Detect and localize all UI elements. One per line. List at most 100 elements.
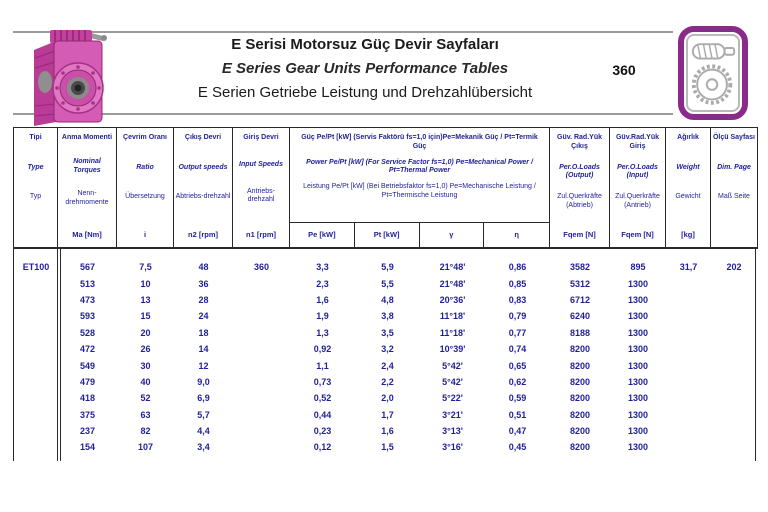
table-cell: 567 [79, 262, 96, 273]
table-cell: 8200 [569, 393, 591, 404]
table-cell: 1,5 [381, 442, 394, 453]
table-cell: 1300 [627, 311, 649, 322]
table-cell: 8200 [569, 360, 591, 371]
table-cell: 479 [79, 376, 96, 387]
table-cell: 48 [198, 262, 209, 273]
title-turkish: E Serisi Motorsuz Güç Devir Sayfaları [231, 36, 499, 53]
table-cell: 7,5 [139, 262, 152, 273]
table-cell: 418 [79, 393, 96, 404]
table-cell: 593 [79, 311, 96, 322]
table-cell: 0,74 [508, 344, 527, 355]
table-cell: 0,83 [508, 294, 527, 305]
title-english: E Series Gear Units Performance Tables [221, 60, 509, 77]
header-top-rule [13, 31, 673, 33]
table-cell: 1300 [627, 442, 649, 453]
table-cell: 513 [79, 278, 96, 289]
table-cell: 21°48' [439, 278, 466, 289]
table-cell: 1300 [627, 409, 649, 420]
table-cell: 5,7 [197, 409, 210, 420]
table-cell: 20 [140, 327, 151, 338]
table-cell: 473 [79, 294, 96, 305]
column-divider [57, 249, 58, 461]
table-cell: 10°39' [439, 344, 466, 355]
table-cell: 6,9 [197, 393, 210, 404]
table-cell: 1,9 [316, 311, 329, 322]
table-cell: 0,92 [313, 344, 332, 355]
table-cell: 0,59 [508, 393, 527, 404]
column-divider [755, 249, 756, 461]
table-cell: 40 [140, 376, 151, 387]
table-cell: 0,12 [313, 442, 332, 453]
table-cell: 28 [198, 294, 209, 305]
column-divider [13, 249, 14, 461]
table-cell: 360 [253, 262, 270, 273]
table-cell: 1300 [627, 360, 649, 371]
table-cell: 20°36' [439, 294, 466, 305]
table-cell: 0,62 [508, 376, 527, 387]
header-cell-ratio: Çevrim Oranı Ratio Übersetzung i [117, 128, 174, 247]
header-cell-dimension-page: Ölçü Sayfası Dim. Page Maß Seite [712, 134, 756, 201]
table-cell: 107 [137, 442, 154, 453]
table-cell: 0,85 [508, 278, 527, 289]
table-cell: 10 [140, 278, 151, 289]
worm-gear-icon [686, 34, 740, 112]
header-bottom-rule [13, 113, 673, 115]
table-cell: 375 [79, 409, 96, 420]
table-cell: 6712 [569, 294, 591, 305]
table-cell: 1300 [627, 344, 649, 355]
table-cell: 1,1 [316, 360, 329, 371]
table-cell: 895 [630, 262, 646, 273]
table-cell: 0,73 [313, 376, 332, 387]
header-cell-power-group: Güç Pe/Pt [kW] (Servis Faktörü fs=1,0 iç… [290, 128, 550, 247]
table-cell: 31,7 [679, 262, 698, 273]
table-cell: 1300 [627, 376, 649, 387]
table-cell: 549 [79, 360, 96, 371]
table-cell: 8200 [569, 426, 591, 437]
table-cell: 3,5 [381, 327, 394, 338]
column-divider [60, 249, 61, 461]
title-block: E Serisi Motorsuz Güç Devir Sayfaları E … [172, 36, 558, 101]
table-cell: 0,44 [313, 409, 332, 420]
table-cell: 0,45 [508, 442, 527, 453]
table-cell: 0,86 [508, 262, 527, 273]
table-cell: 63 [140, 409, 151, 420]
table-cell: 0,52 [313, 393, 332, 404]
table-cell: 3,2 [381, 344, 394, 355]
header-cell-output-speed: Çıkış Devri Output speeds Abtriebs-drehz… [174, 128, 233, 247]
header-cell-weight: Ağırlık Weight Gewicht [kg] [666, 128, 711, 247]
table-cell: 2,3 [316, 278, 329, 289]
table-cell: 3°21' [442, 409, 463, 420]
table-cell: 18 [198, 327, 209, 338]
table-cell: 12 [198, 360, 209, 371]
table-cell: 0,23 [313, 426, 332, 437]
subheader-pt: Pt [kW] [355, 223, 420, 247]
table-cell: 1300 [627, 278, 649, 289]
table-cell: 1,6 [381, 426, 394, 437]
subheader-eta: η [514, 230, 519, 240]
table-cell: 15 [140, 311, 151, 322]
table-cell: 1,7 [381, 409, 394, 420]
subheader-pe: Pe [kW] [290, 223, 355, 247]
table-cell: 5°22' [442, 393, 463, 404]
performance-table: Tipi Type Typ Anma Momenti Nominal Torqu… [13, 127, 758, 466]
power-subheader-row: Pe [kW] Pt [kW] γ η [290, 222, 549, 247]
table-body: ET100 567 7,5 48 360 3,3 5,9 21°48' 0,86 3582 895 3… [13, 249, 758, 466]
table-cell: 202 [726, 262, 742, 273]
gearbox-photo [34, 30, 107, 126]
table-cell: 4,8 [381, 294, 394, 305]
title-german: E Serien Getriebe Leistung und Drehzahlü… [197, 84, 533, 101]
subheader-gamma: γ [420, 223, 485, 247]
table-cell: 11°18' [439, 327, 466, 338]
table-cell: 0,77 [508, 327, 527, 338]
table-cell: 154 [79, 442, 96, 453]
table-cell: 1300 [627, 294, 649, 305]
table-cell: 1,6 [316, 294, 329, 305]
table-cell: 24 [198, 311, 209, 322]
table-cell: 9,0 [197, 376, 210, 387]
header-cell-type: Tipi Type Typ [14, 128, 58, 247]
page-number: 360 [612, 62, 636, 78]
table-cell: 5,5 [381, 278, 394, 289]
table-cell: 3,3 [316, 262, 329, 273]
table-cell: 21°48' [439, 262, 466, 273]
